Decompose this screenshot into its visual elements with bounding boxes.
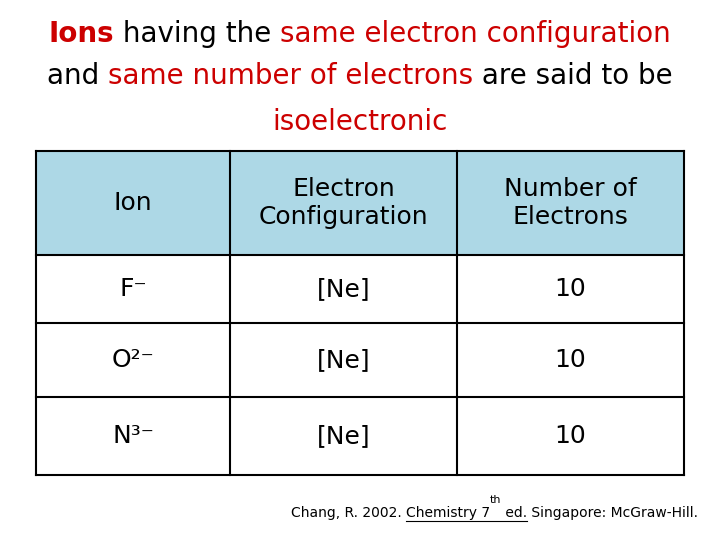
Text: Singapore: McGraw-Hill.: Singapore: McGraw-Hill. bbox=[527, 506, 698, 519]
Text: Number of
Electrons: Number of Electrons bbox=[504, 177, 637, 229]
Text: ed.: ed. bbox=[501, 506, 527, 519]
Text: O²⁻: O²⁻ bbox=[112, 348, 155, 372]
Bar bbox=[457, 151, 684, 255]
Bar bbox=[230, 323, 457, 397]
Bar bbox=[457, 255, 684, 323]
Text: 10: 10 bbox=[554, 277, 587, 301]
Text: F⁻: F⁻ bbox=[120, 277, 147, 301]
Text: th: th bbox=[490, 495, 501, 504]
Text: isoelectronic: isoelectronic bbox=[272, 108, 448, 136]
Text: 10: 10 bbox=[554, 348, 587, 372]
Text: N³⁻: N³⁻ bbox=[112, 424, 154, 448]
Bar bbox=[230, 397, 457, 475]
Bar bbox=[36, 151, 230, 255]
Bar bbox=[230, 255, 457, 323]
Text: [Ne]: [Ne] bbox=[317, 348, 371, 372]
Bar bbox=[457, 323, 684, 397]
Text: [Ne]: [Ne] bbox=[317, 424, 371, 448]
Text: and: and bbox=[47, 62, 108, 90]
Bar bbox=[36, 255, 230, 323]
Text: same electron configuration: same electron configuration bbox=[281, 20, 671, 48]
Text: Chemistry 7: Chemistry 7 bbox=[405, 506, 490, 519]
Bar bbox=[230, 151, 457, 255]
Bar bbox=[36, 323, 230, 397]
Text: [Ne]: [Ne] bbox=[317, 277, 371, 301]
Text: Ion: Ion bbox=[114, 191, 153, 215]
Text: having the: having the bbox=[114, 20, 281, 48]
Bar bbox=[36, 397, 230, 475]
Text: 10: 10 bbox=[554, 424, 587, 448]
Text: Electron
Configuration: Electron Configuration bbox=[259, 177, 428, 229]
Text: are said to be: are said to be bbox=[473, 62, 673, 90]
Bar bbox=[457, 397, 684, 475]
Text: Ions: Ions bbox=[49, 20, 114, 48]
Text: Chang, R. 2002.: Chang, R. 2002. bbox=[291, 506, 405, 519]
Text: same number of electrons: same number of electrons bbox=[108, 62, 473, 90]
